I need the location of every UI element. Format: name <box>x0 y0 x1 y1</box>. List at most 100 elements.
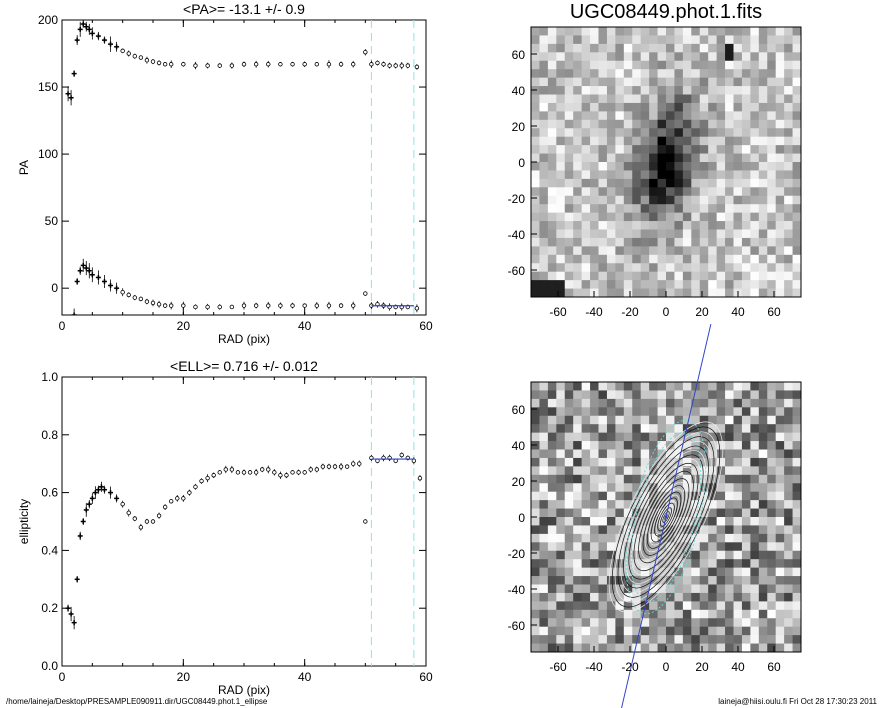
image-pixel <box>691 441 701 450</box>
image-pixel <box>623 94 633 104</box>
image-pixel <box>564 153 574 163</box>
image-pixel <box>725 466 734 476</box>
image-pixel <box>531 94 540 104</box>
image-pixel <box>573 576 583 585</box>
image-pixel <box>784 576 793 585</box>
image-pixel <box>750 195 760 205</box>
image-pixel <box>666 246 675 256</box>
image-pixel <box>784 60 793 70</box>
image-pixel <box>598 407 608 417</box>
panel-title: <ELL>= 0.716 +/- 0.012 <box>170 358 318 374</box>
image-pixel <box>691 27 701 36</box>
image-pixel <box>556 86 566 95</box>
data-point <box>156 60 162 66</box>
image-pixel <box>531 153 540 163</box>
image-pixel <box>674 576 684 585</box>
image-pixel <box>725 643 734 653</box>
data-point <box>175 496 180 501</box>
data-point <box>326 464 332 469</box>
image-pixel <box>682 584 692 594</box>
image-pixel <box>615 559 625 569</box>
image-pixel <box>547 415 557 425</box>
data-point <box>308 467 313 472</box>
image-pixel <box>725 474 734 484</box>
image-pixel <box>784 52 793 62</box>
image-pixel <box>632 592 642 602</box>
image-pixel <box>775 542 785 552</box>
image-pixel <box>632 609 642 619</box>
image-pixel <box>767 609 777 619</box>
image-pixel <box>666 584 675 594</box>
image-pixel <box>716 128 726 138</box>
image-pixel <box>539 542 549 552</box>
image-pixel <box>750 483 760 493</box>
image-pixel <box>775 643 785 653</box>
image-pixel <box>531 288 540 298</box>
image-pixel <box>539 576 549 585</box>
data-point <box>217 63 222 68</box>
image-pixel <box>733 271 743 281</box>
image-pixel <box>573 533 583 543</box>
image-pixel <box>598 491 608 501</box>
image-pixel <box>606 35 616 45</box>
image-pixel <box>682 187 692 197</box>
image-pixel <box>708 170 718 180</box>
image-pixel <box>539 508 549 518</box>
image-pixel <box>615 187 625 197</box>
data-point <box>302 470 307 475</box>
image-pixel <box>708 550 718 560</box>
image-pixel <box>682 441 692 450</box>
image-pixel <box>632 119 642 129</box>
image-pixel <box>775 567 785 577</box>
image-pixel <box>564 550 574 560</box>
image-pixel <box>615 69 625 79</box>
image-pixel <box>564 635 574 644</box>
image-pixel <box>716 288 726 298</box>
image-pixel <box>615 584 625 594</box>
image-pixel <box>606 643 616 653</box>
x-tick-label: -20 <box>621 660 639 674</box>
image-pixel <box>699 601 709 611</box>
image-pixel <box>716 119 726 129</box>
image-pixel <box>784 517 793 526</box>
image-pixel <box>792 187 802 197</box>
image-pixel <box>606 178 616 188</box>
image-pixel <box>573 592 583 602</box>
image-pixel <box>623 35 633 45</box>
image-pixel <box>708 60 718 70</box>
data-point <box>181 303 186 308</box>
image-pixel <box>666 618 675 628</box>
image-pixel <box>657 162 667 171</box>
image-pixel <box>649 86 658 95</box>
image-pixel <box>733 457 743 467</box>
image-pixel <box>691 102 701 112</box>
image-pixel <box>758 60 768 70</box>
image-pixel <box>784 474 793 484</box>
image-pixel <box>784 567 793 577</box>
image-pixel <box>708 52 718 62</box>
image-pixel <box>649 533 658 543</box>
image-pixel <box>564 43 574 53</box>
image-pixel <box>775 94 785 104</box>
image-pixel <box>741 407 751 417</box>
image-pixel <box>615 601 625 611</box>
image-pixel <box>590 592 599 602</box>
image-pixel <box>547 474 557 484</box>
image-pixel <box>539 271 549 281</box>
image-pixel <box>750 390 760 400</box>
image-pixel <box>758 229 768 239</box>
image-pixel <box>556 128 566 138</box>
isophote <box>628 454 704 580</box>
image-pixel <box>581 52 591 62</box>
image-pixel <box>733 145 743 154</box>
image-pixel <box>708 643 718 653</box>
y-tick-label: 60 <box>512 403 526 417</box>
image-pixel <box>573 212 583 222</box>
image-pixel <box>581 229 591 239</box>
image-pixel <box>649 102 658 112</box>
image-pixel <box>598 533 608 543</box>
data-point <box>144 299 150 304</box>
image-pixel <box>682 643 692 653</box>
image-pixel <box>606 94 616 104</box>
image-pixel <box>623 457 633 467</box>
